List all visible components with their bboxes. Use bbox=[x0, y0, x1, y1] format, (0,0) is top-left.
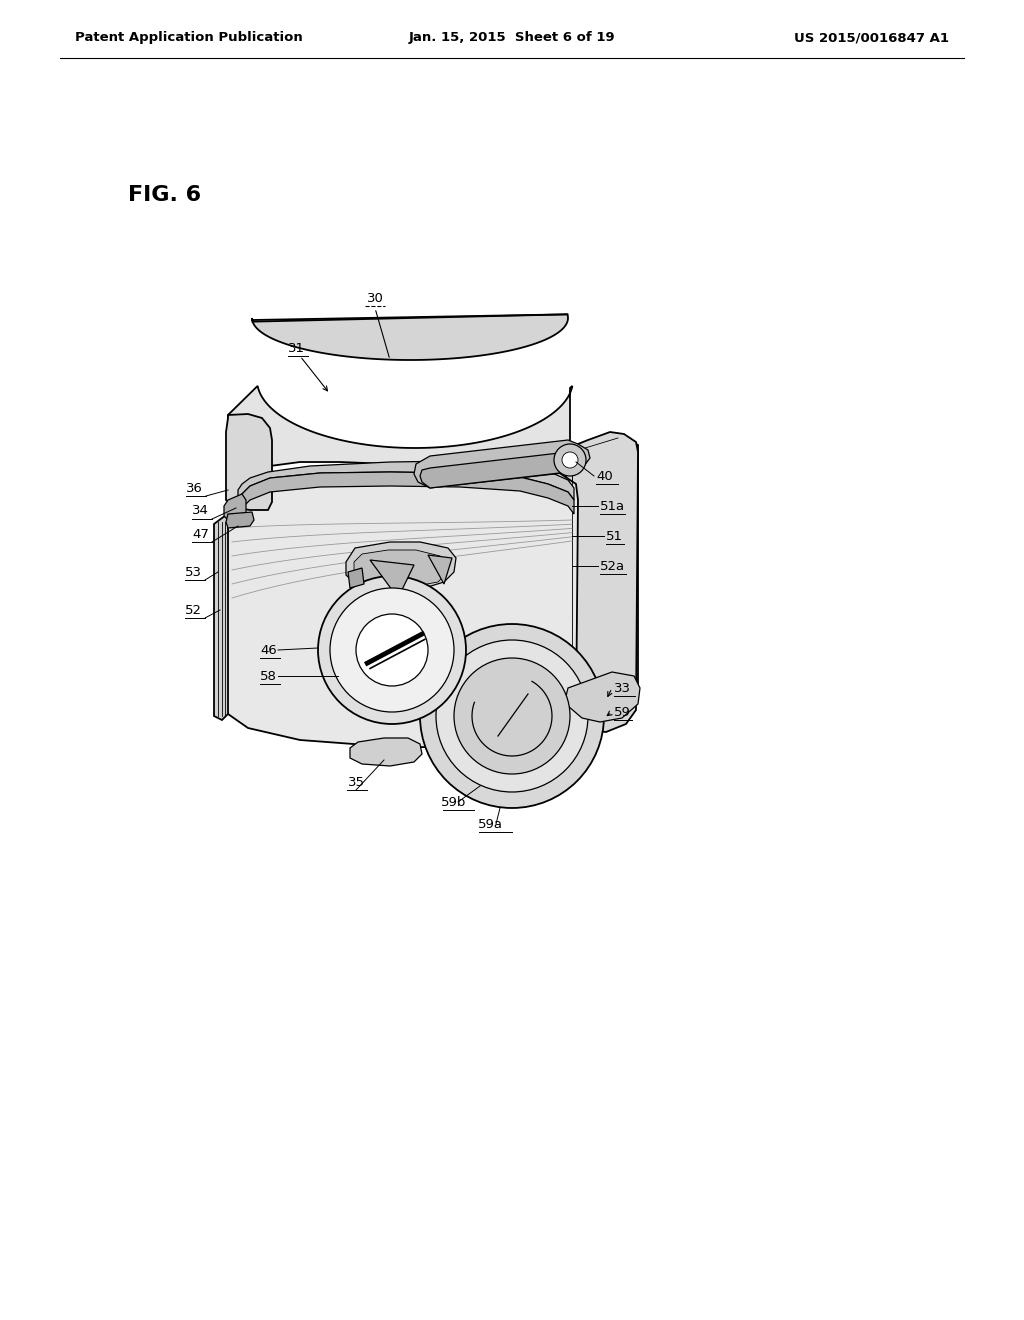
Polygon shape bbox=[226, 512, 254, 528]
Text: Jan. 15, 2015  Sheet 6 of 19: Jan. 15, 2015 Sheet 6 of 19 bbox=[409, 32, 615, 45]
Text: 59a: 59a bbox=[477, 817, 503, 830]
Text: 30: 30 bbox=[367, 292, 383, 305]
Polygon shape bbox=[566, 672, 640, 722]
Polygon shape bbox=[354, 550, 449, 587]
Text: 35: 35 bbox=[347, 776, 365, 788]
Circle shape bbox=[454, 657, 570, 774]
Text: 33: 33 bbox=[614, 681, 631, 694]
Polygon shape bbox=[252, 314, 568, 360]
Polygon shape bbox=[346, 543, 456, 591]
Text: 52: 52 bbox=[185, 603, 202, 616]
Text: 51a: 51a bbox=[600, 499, 625, 512]
Text: Patent Application Publication: Patent Application Publication bbox=[75, 32, 303, 45]
Polygon shape bbox=[348, 568, 364, 587]
Polygon shape bbox=[566, 692, 626, 718]
Text: 46: 46 bbox=[260, 644, 276, 656]
Circle shape bbox=[356, 614, 428, 686]
Polygon shape bbox=[226, 414, 272, 510]
Polygon shape bbox=[350, 738, 422, 766]
Polygon shape bbox=[228, 385, 572, 500]
Text: 31: 31 bbox=[288, 342, 305, 355]
Polygon shape bbox=[558, 434, 638, 733]
Circle shape bbox=[318, 576, 466, 723]
Text: 47: 47 bbox=[193, 528, 209, 540]
Polygon shape bbox=[238, 473, 574, 513]
Polygon shape bbox=[185, 280, 690, 880]
Text: 34: 34 bbox=[193, 504, 209, 517]
Polygon shape bbox=[428, 554, 452, 583]
Polygon shape bbox=[420, 451, 578, 488]
Polygon shape bbox=[566, 432, 638, 733]
Circle shape bbox=[554, 444, 586, 477]
Polygon shape bbox=[218, 459, 578, 748]
Polygon shape bbox=[224, 494, 246, 520]
Text: 52a: 52a bbox=[600, 560, 625, 573]
Circle shape bbox=[420, 624, 604, 808]
Polygon shape bbox=[414, 440, 590, 488]
Text: 51: 51 bbox=[606, 529, 623, 543]
Text: 40: 40 bbox=[596, 470, 612, 483]
Text: 59b: 59b bbox=[441, 796, 467, 808]
Text: FIG. 6: FIG. 6 bbox=[128, 185, 201, 205]
Text: 59: 59 bbox=[614, 705, 631, 718]
Text: 36: 36 bbox=[186, 482, 203, 495]
Circle shape bbox=[330, 587, 454, 711]
Circle shape bbox=[562, 451, 578, 469]
Text: US 2015/0016847 A1: US 2015/0016847 A1 bbox=[794, 32, 949, 45]
Text: 53: 53 bbox=[185, 565, 202, 578]
Polygon shape bbox=[214, 513, 230, 719]
Text: 58: 58 bbox=[260, 669, 276, 682]
Circle shape bbox=[436, 640, 588, 792]
Polygon shape bbox=[238, 461, 574, 500]
Polygon shape bbox=[370, 560, 414, 598]
